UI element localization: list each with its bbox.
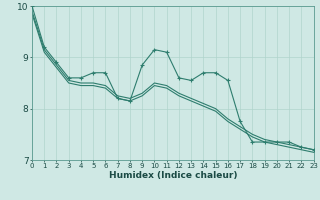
X-axis label: Humidex (Indice chaleur): Humidex (Indice chaleur) <box>108 171 237 180</box>
